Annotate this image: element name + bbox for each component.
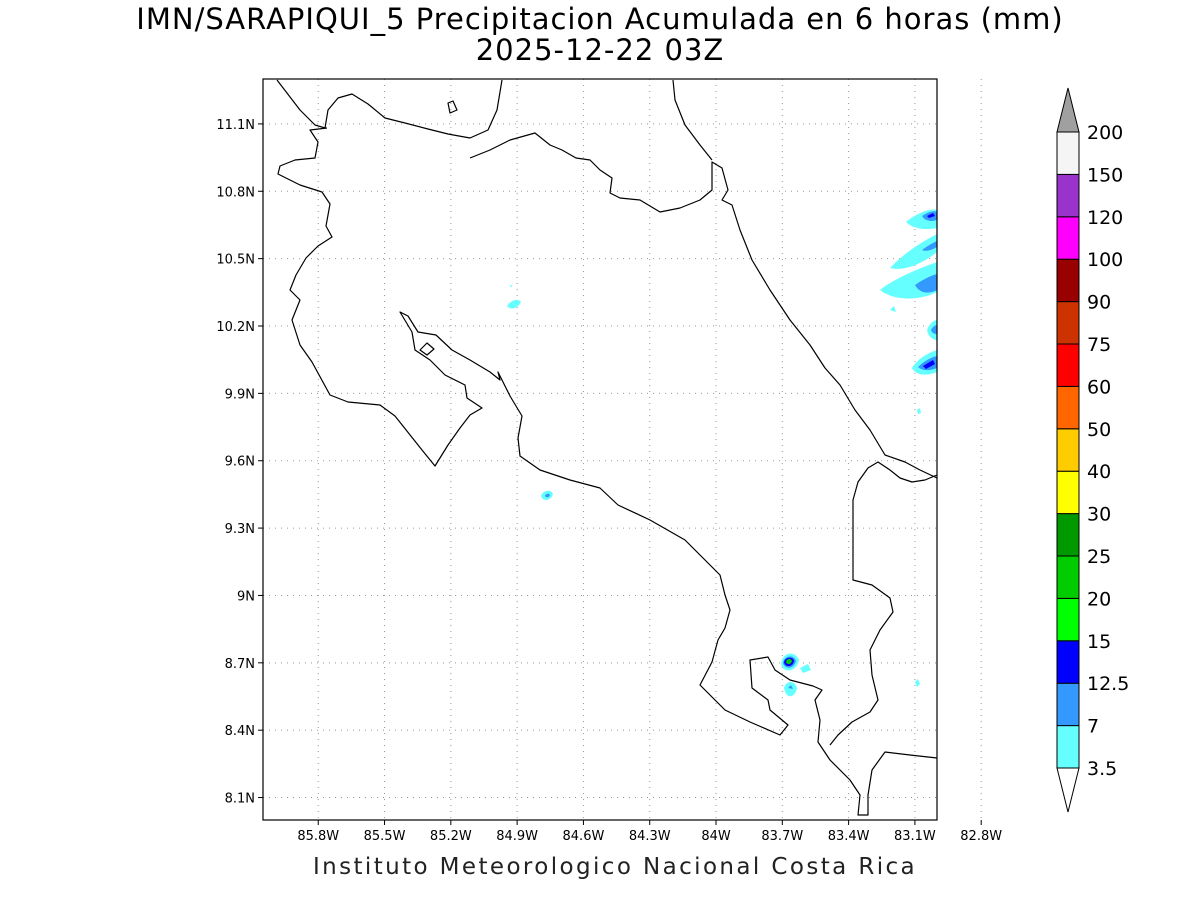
colorbar-over-arrow [1056,87,1080,133]
precipitation-areas [507,209,937,697]
lat-tick-label: 10.2N [216,320,255,335]
precip-area [918,356,937,371]
lat-tick-label: 10.8N [216,185,255,200]
lat-tick-label: 10.5N [216,253,255,268]
colorbar-level-label: 60 [1087,376,1111,398]
precip-area [788,685,793,689]
colorbar: 3.5 7 12.5 15 20 25 30 40 50 60 75 90 100 120 150 200 [1056,87,1129,813]
colorbar-swatch [1056,640,1080,684]
colorbar-level-label: 200 [1087,122,1123,144]
lon-tick-label: 83.4W [828,829,870,844]
colorbar-level-label: 3.5 [1087,758,1117,780]
lon-tick-label: 84.6W [563,829,605,844]
precip-area [509,285,512,287]
colorbar-level-label: 15 [1087,631,1111,653]
colorbar-under-arrow [1056,767,1080,813]
lon-tick-label: 84W [701,829,731,844]
precip-area [545,493,550,498]
precip-area [915,274,937,293]
nicoya-island [419,342,435,356]
colorbar-level-label: 12.5 [1087,673,1129,695]
colorbar-swatch [1056,682,1080,727]
lon-tick-label: 83.1W [894,829,936,844]
precip-area [890,234,937,269]
colorbar-level-label: 25 [1087,546,1111,568]
precip-area [507,299,521,309]
costa-rica-border [277,127,938,816]
nicaragua-caribbean-coast [469,132,938,479]
lon-tick-label: 84.9W [496,829,538,844]
colorbar-swatch [1056,513,1080,557]
lon-tick-label: 85.2W [430,829,472,844]
precip-area [786,658,792,665]
precip-area [784,682,797,697]
colorbar-swatch [1056,343,1080,387]
panama-border [829,461,938,746]
caribbean-coast-north [672,79,713,161]
title-line-1: IMN/SARAPIQUI_5 Precipitacion Acumulada … [136,2,1064,36]
colorbar-swatch [1056,428,1080,472]
colorbar-level-label: 90 [1087,292,1111,314]
coastline [276,79,938,816]
precip-area [915,679,920,687]
colorbar-swatch [1056,385,1080,430]
colorbar-level-label: 50 [1087,419,1111,441]
footer-credit: Instituto Meteorologico Nacional Costa R… [312,854,918,880]
lon-tick-label: 85.5W [364,829,406,844]
lat-tick-label: 9.9N [225,387,255,402]
colorbar-level-label: 40 [1087,461,1111,483]
precip-area [927,213,935,218]
map-frame [262,78,938,821]
colorbar-level-label: 30 [1087,504,1111,526]
lat-tick-label: 8.7N [225,657,255,672]
precip-area [931,325,937,334]
lon-tick-label: 84.3W [629,829,671,844]
colorbar-swatch [1056,216,1080,260]
map-gridlines [263,79,982,820]
precip-area [800,664,811,673]
colorbar-level-label: 100 [1087,249,1123,271]
lon-tick-label: 82.8W [960,829,1002,844]
colorbar-level-label: 7 [1087,716,1099,738]
colorbar-swatch [1056,131,1080,175]
precip-area [917,408,921,414]
colorbar-level-label: 150 [1087,164,1123,186]
chart-title: IMN/SARAPIQUI_5 Precipitacion Acumulada … [0,4,1200,66]
lon-tick-label: 83.7W [761,829,803,844]
nicaragua-lake-shore [276,79,503,139]
colorbar-swatch [1056,597,1080,642]
lat-tick-label: 9.3N [225,522,255,537]
colorbar-swatch [1056,555,1080,599]
colorbar-swatch [1056,725,1080,769]
lat-tick-label: 9N [237,589,255,604]
title-line-2: 2025-12-22 03Z [475,33,725,67]
colorbar-swatch [1056,258,1080,303]
colorbar-swatch [1056,173,1080,218]
colorbar-level-label: 75 [1087,334,1111,356]
lat-tick-label: 9.6N [225,455,255,470]
precip-area [922,241,937,251]
colorbar-level-label: 120 [1087,207,1123,229]
precip-area [890,306,896,312]
precip-area [923,360,935,369]
colorbar-swatch [1056,470,1080,515]
lat-tick-label: 11.1N [216,118,255,133]
colorbar-level-label: 20 [1087,588,1111,610]
colorbar-swatch [1056,301,1080,345]
lake-island [447,100,458,114]
lat-tick-label: 8.1N [225,792,255,807]
lon-tick-label: 85.8W [297,829,339,844]
lat-tick-label: 8.4N [225,724,255,739]
map-axes: 85.8W 85.5W 85.2W 84.9W 84.6W 84.3W 84W 83.7W 83… [216,118,1002,844]
